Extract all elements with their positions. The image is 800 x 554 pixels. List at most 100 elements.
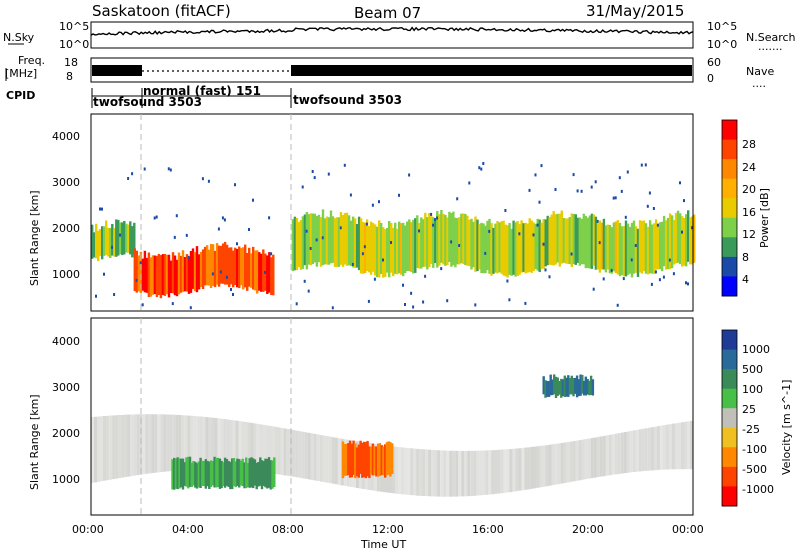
power-echo (327, 172, 330, 176)
power-column (556, 213, 559, 263)
velocity-scatter-column (392, 446, 395, 494)
velocity-scatter-column (684, 421, 687, 470)
velocity-scatter-column (175, 414, 179, 471)
velocity-scatter-column (515, 448, 519, 492)
power-column (414, 218, 417, 273)
power-column (474, 216, 477, 272)
power-column (95, 223, 98, 259)
power-column (101, 226, 104, 260)
power-column (442, 213, 445, 265)
power-column (552, 211, 555, 266)
velocity-column (347, 443, 350, 476)
velocity-scatter-column (690, 420, 693, 470)
velocity-scatter-column (662, 425, 666, 470)
power-column (230, 247, 233, 285)
nave-tick-low: 0 (707, 72, 714, 85)
velocity-column (246, 462, 250, 488)
velocity-column (380, 445, 383, 476)
velocity-scatter-column (449, 450, 453, 497)
x-axis: 00:00 04:00 08:00 12:00 16:00 20:00 00:0… (72, 523, 704, 551)
velocity-scatter-column (521, 447, 525, 491)
velocity-scatter-column (578, 440, 582, 481)
velocity-scatter-column (100, 416, 103, 482)
power-column (412, 219, 415, 274)
velocity-column (350, 443, 353, 478)
power-column (347, 215, 351, 266)
power-column (125, 223, 128, 253)
power-echo (315, 238, 318, 242)
power-column (179, 255, 183, 293)
power-colorbar-swatch (722, 276, 737, 297)
velocity-scatter-column (674, 423, 678, 470)
power-colorbar-swatch (722, 159, 737, 180)
power-column (550, 214, 553, 265)
power-echo (373, 277, 376, 281)
power-echo (640, 163, 643, 167)
power-echo (506, 279, 509, 283)
power-column (293, 216, 297, 271)
power-ylabel: Slant Range [km] (28, 190, 41, 286)
power-echo (349, 193, 352, 197)
power-column (145, 257, 149, 293)
velocity-column (357, 444, 360, 478)
velocity-scatter-column (491, 450, 495, 495)
power-column (408, 219, 411, 272)
velocity-column (273, 457, 276, 487)
power-column (584, 215, 587, 269)
power-cb-tick-28: 28 (742, 138, 756, 151)
power-column (654, 219, 658, 270)
velocity-column (180, 458, 183, 488)
power-column (203, 246, 207, 286)
velocity-column (389, 442, 392, 477)
power-column (295, 218, 299, 271)
power-column (436, 211, 439, 268)
power-echo (450, 240, 453, 244)
velocity-scatter-column (611, 434, 615, 475)
nsearch-dots: ....... (758, 40, 782, 53)
velocity-scatter-column (407, 448, 410, 495)
power-echo (576, 189, 579, 193)
power-column (462, 213, 465, 264)
velocity-colorbar-swatch (722, 369, 737, 390)
velocity-scatter-column (617, 433, 621, 474)
velocity-ytick-3000: 3000 (52, 381, 80, 394)
velocity-column (185, 457, 188, 487)
power-echo (592, 287, 595, 291)
station-title: Saskatoon (fitACF) (92, 2, 231, 20)
power-column (506, 225, 509, 278)
velocity-column (549, 374, 552, 396)
power-colorbar-swatch (722, 237, 737, 258)
power-column (248, 247, 251, 287)
power-column (369, 221, 373, 275)
power-echo (217, 227, 220, 231)
power-echo (155, 215, 158, 219)
power-column (141, 258, 145, 291)
velocity-scatter-column (476, 450, 480, 496)
power-column (524, 222, 527, 274)
velocity-scatter-column (467, 450, 471, 497)
power-column (404, 225, 407, 273)
beam-title: Beam 07 (354, 4, 421, 22)
power-echo (313, 176, 316, 180)
power-column (337, 217, 341, 267)
velocity-scatter-column (503, 449, 507, 493)
velocity-column (204, 459, 207, 489)
power-echo (518, 232, 521, 236)
velocity-scatter-column (298, 431, 302, 478)
velocity-scatter-column (259, 424, 263, 473)
velocity-column (567, 375, 570, 397)
velocity-scatter-column (316, 434, 320, 481)
velocity-scatter-column (404, 447, 407, 495)
power-echo (402, 283, 404, 287)
power-column (299, 220, 303, 270)
power-column (189, 251, 193, 293)
velocity-scatter-column (395, 446, 398, 494)
velocity-scatter-column (232, 420, 236, 470)
power-echo (656, 223, 659, 227)
power-column (532, 222, 535, 272)
velocity-scatter-column (656, 426, 660, 470)
power-column (254, 250, 257, 291)
power-column (396, 228, 399, 275)
power-column (464, 214, 467, 266)
velocity-scatter-column (313, 434, 317, 481)
